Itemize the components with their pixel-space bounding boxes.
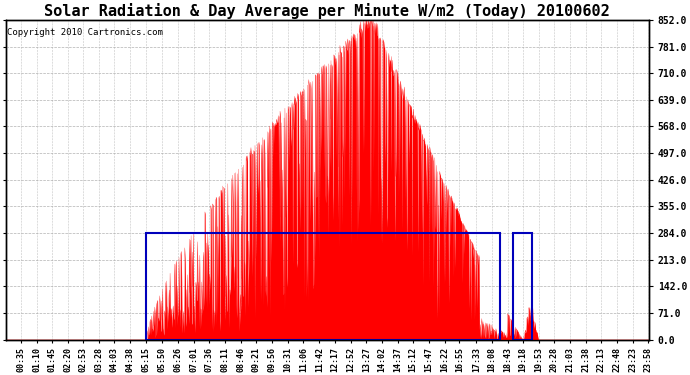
Text: Copyright 2010 Cartronics.com: Copyright 2010 Cartronics.com bbox=[7, 28, 163, 37]
Bar bbox=[513, 233, 532, 340]
Title: Solar Radiation & Day Average per Minute W/m2 (Today) 20100602: Solar Radiation & Day Average per Minute… bbox=[44, 3, 610, 19]
Bar bbox=[146, 233, 500, 340]
